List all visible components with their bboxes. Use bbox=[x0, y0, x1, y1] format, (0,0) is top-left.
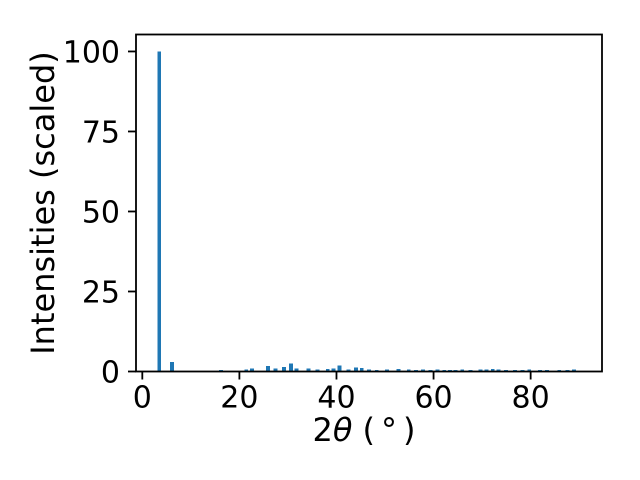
bar bbox=[157, 51, 162, 372]
bar bbox=[325, 368, 330, 372]
bar bbox=[460, 369, 465, 372]
x-axis-label-suffix: (°) bbox=[362, 411, 422, 449]
x-tick-label: 60 bbox=[414, 381, 452, 416]
bar bbox=[294, 368, 299, 372]
bar bbox=[169, 362, 174, 372]
x-axis-label-theta: θ bbox=[332, 411, 353, 449]
y-tick-label: 0 bbox=[101, 356, 120, 391]
x-tick-label: 20 bbox=[220, 381, 258, 416]
bar bbox=[367, 369, 371, 372]
y-tick-label: 50 bbox=[82, 195, 120, 230]
bar bbox=[484, 369, 489, 372]
bar bbox=[250, 368, 254, 372]
bar bbox=[331, 368, 336, 372]
plot-border bbox=[135, 33, 603, 373]
bar bbox=[306, 368, 311, 372]
bar bbox=[266, 366, 270, 372]
bar bbox=[571, 369, 576, 372]
bar bbox=[346, 369, 351, 372]
bar bbox=[244, 369, 249, 372]
bar bbox=[420, 369, 425, 372]
bar bbox=[315, 369, 320, 372]
bar bbox=[288, 363, 293, 372]
y-tick-label: 75 bbox=[82, 115, 120, 150]
bar bbox=[435, 369, 440, 372]
y-tick-label: 100 bbox=[63, 35, 120, 70]
bar bbox=[385, 369, 389, 372]
y-axis-label: Intensities (scaled) bbox=[24, 51, 62, 355]
bar bbox=[527, 369, 532, 372]
bar bbox=[282, 367, 286, 372]
bar bbox=[337, 365, 342, 372]
bar bbox=[406, 369, 411, 372]
y-tick-label: 25 bbox=[82, 275, 120, 310]
x-tick-label: 0 bbox=[133, 381, 152, 416]
bar bbox=[353, 367, 358, 372]
bar bbox=[496, 369, 501, 372]
x-axis-label: 2θ (°) bbox=[312, 411, 422, 449]
x-axis-label-prefix: 2 bbox=[312, 411, 333, 449]
bar bbox=[273, 368, 278, 372]
bar bbox=[396, 368, 401, 372]
bar bbox=[478, 369, 483, 372]
bar bbox=[359, 367, 364, 372]
x-tick-label: 40 bbox=[317, 381, 355, 416]
x-tick-label: 80 bbox=[512, 381, 550, 416]
bar bbox=[490, 368, 495, 372]
